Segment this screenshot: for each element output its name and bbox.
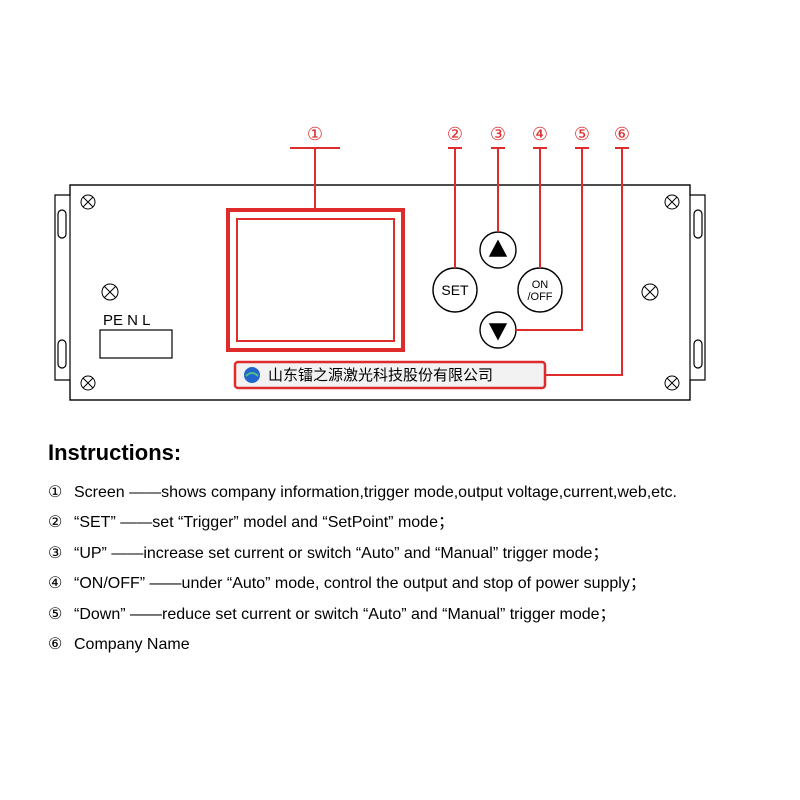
onoff-label-top: ON: [532, 279, 549, 291]
callout-5: ⑤: [574, 124, 590, 144]
instr-row: ③“UP” ——increase set current or switch “…: [48, 539, 758, 569]
callout-2: ②: [447, 124, 463, 144]
instr-row: ①Screen ——shows company information,trig…: [48, 478, 758, 508]
company-name: 山东镭之源激光科技股份有限公司: [268, 364, 493, 385]
panel-diagram: PE N L SET ON /OFF 山东镭之源激光科技股份有限公司: [0, 0, 800, 420]
screen: [228, 210, 403, 350]
set-label: SET: [441, 282, 469, 298]
instr-row: ④“ON/OFF” ——under “Auto” mode, control t…: [48, 569, 758, 599]
instructions: Instructions: ①Screen ——shows company in…: [48, 440, 758, 660]
callout-1: ①: [307, 124, 323, 144]
callout-6: ⑥: [614, 124, 630, 144]
onoff-label-bot: /OFF: [527, 291, 552, 303]
instr-row: ②“SET” ——set “Trigger” model and “SetPoi…: [48, 508, 758, 538]
callout-3: ③: [490, 124, 506, 144]
pe-label: PE N L: [103, 312, 151, 329]
instructions-title: Instructions:: [48, 440, 758, 466]
instr-row: ⑥Company Name: [48, 630, 758, 660]
callout-4: ④: [532, 124, 548, 144]
instr-row: ⑤“Down” ——reduce set current or switch “…: [48, 600, 758, 630]
